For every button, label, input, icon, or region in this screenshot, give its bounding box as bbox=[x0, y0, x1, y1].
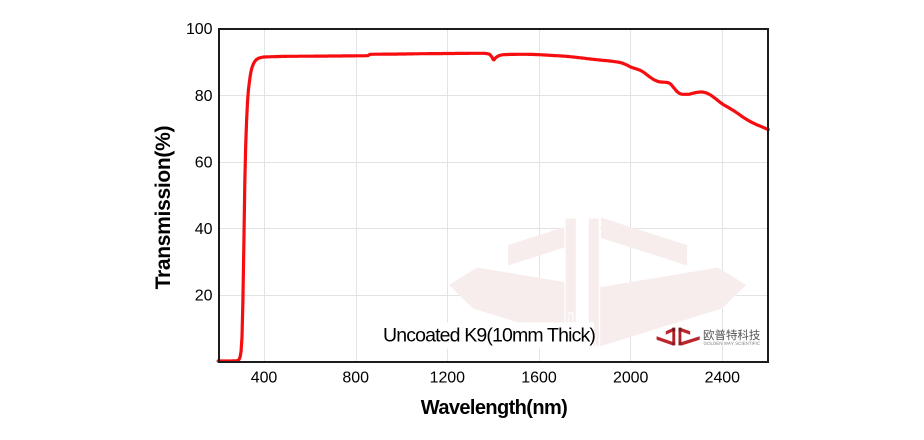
svg-text:1600: 1600 bbox=[521, 370, 557, 387]
svg-text:100: 100 bbox=[186, 21, 213, 38]
svg-text:800: 800 bbox=[342, 370, 369, 387]
svg-text:20: 20 bbox=[195, 288, 213, 305]
svg-text:1200: 1200 bbox=[430, 370, 466, 387]
svg-text:Wavelength(nm): Wavelength(nm) bbox=[421, 397, 567, 419]
svg-text:Uncoated K9(10mm Thick): Uncoated K9(10mm Thick) bbox=[383, 325, 595, 347]
svg-text:2000: 2000 bbox=[613, 370, 649, 387]
svg-text:2400: 2400 bbox=[705, 370, 741, 387]
svg-text:40: 40 bbox=[195, 221, 213, 238]
svg-text:400: 400 bbox=[251, 370, 278, 387]
svg-text:60: 60 bbox=[195, 154, 213, 171]
svg-text:80: 80 bbox=[195, 88, 213, 105]
svg-text:Transmission(%): Transmission(%) bbox=[152, 126, 175, 290]
